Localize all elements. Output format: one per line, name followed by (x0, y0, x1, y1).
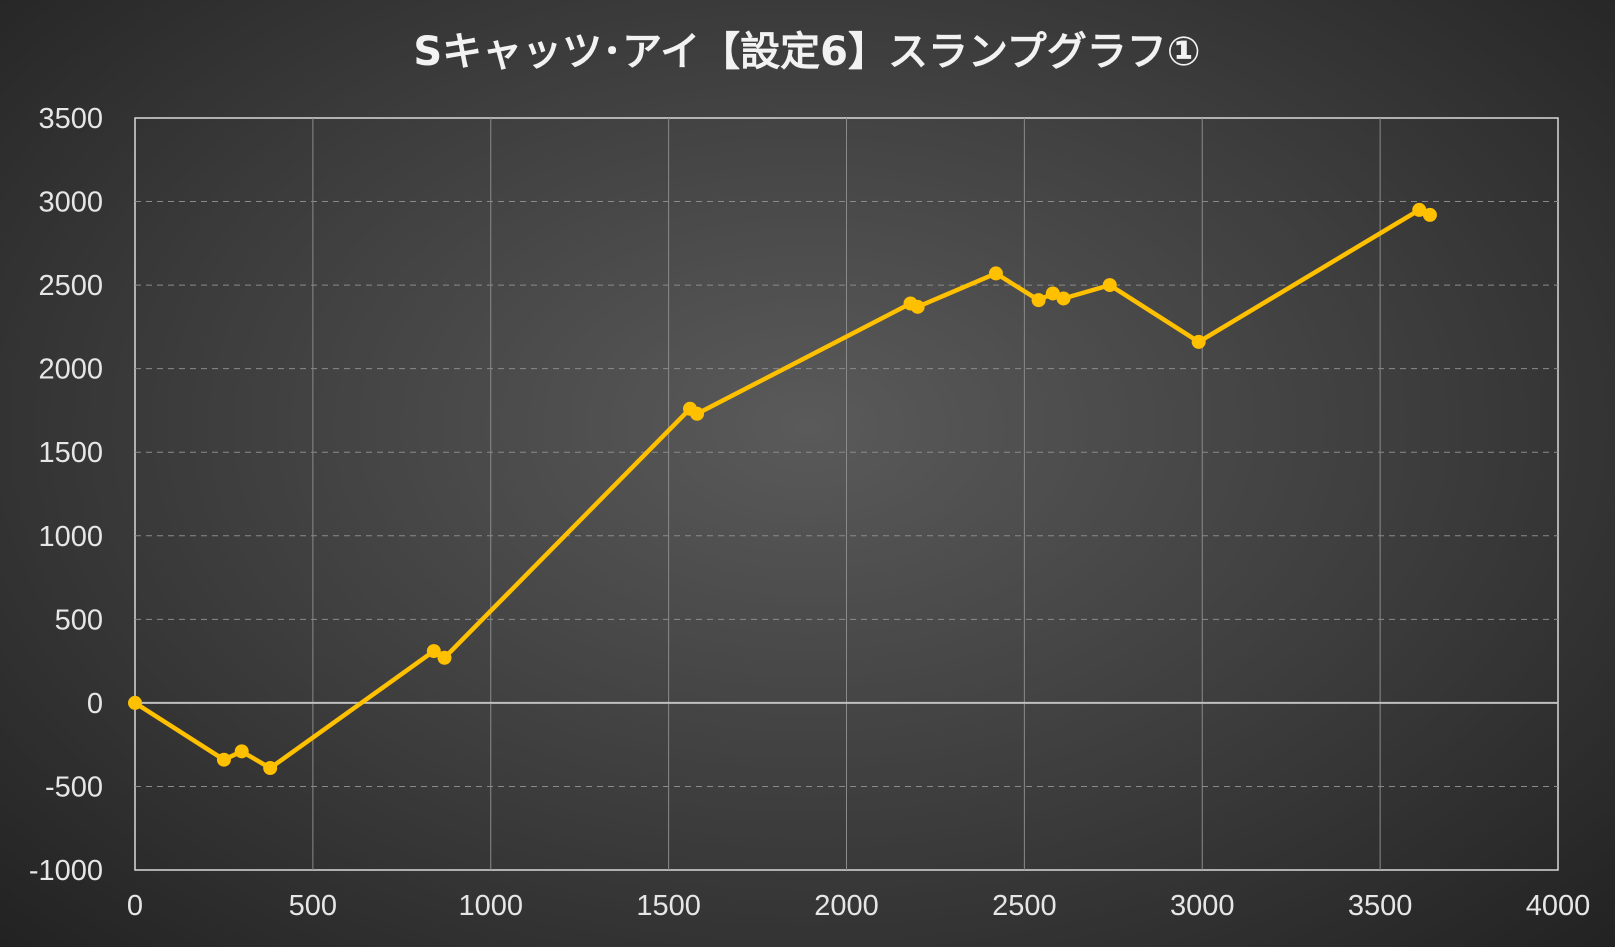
chart-title: Sキャッツ･アイ【設定6】スランプグラフ① (413, 29, 1200, 75)
grid (134, 117, 1559, 871)
x-tick-label: 3500 (1348, 890, 1413, 922)
y-tick-label: -500 (45, 771, 103, 803)
x-tick-label: 1500 (636, 890, 701, 922)
axis-tick-labels: 0 500 1000 1500 2000 2500 3000 3500 4000 3500 3000… (29, 103, 1590, 922)
y-tick-label: 2500 (38, 270, 103, 302)
x-tick-label: 500 (289, 890, 337, 922)
data-point (1422, 207, 1437, 222)
y-tick-label: 1500 (38, 437, 103, 469)
data-point (1102, 278, 1117, 293)
data-point (910, 299, 925, 314)
data-point (216, 752, 231, 767)
data-point (426, 644, 441, 659)
y-tick-label: 3000 (38, 187, 103, 219)
data-point (1191, 334, 1206, 349)
data-point (1412, 202, 1427, 217)
data-point (234, 744, 249, 759)
data-point (263, 761, 278, 776)
y-tick-label: 500 (55, 604, 103, 636)
data-point (437, 650, 452, 665)
data-point (1031, 293, 1046, 308)
data-point (1056, 291, 1071, 306)
y-tick-label: 2000 (38, 354, 103, 386)
y-tick-label: -1000 (29, 855, 103, 887)
series-line (133, 207, 1431, 771)
x-tick-label: 2000 (814, 890, 879, 922)
data-point (128, 695, 142, 710)
series (128, 202, 1437, 776)
x-tick-label: 0 (127, 890, 143, 922)
x-tick-label: 2500 (992, 890, 1057, 922)
x-tick-label: 3000 (1170, 890, 1235, 922)
x-tick-label: 4000 (1526, 890, 1591, 922)
data-point (1045, 286, 1060, 301)
x-tick-label: 1000 (458, 890, 523, 922)
data-point (690, 406, 705, 421)
data-point (988, 266, 1003, 281)
y-tick-label: 3500 (38, 103, 103, 135)
y-tick-label: 1000 (38, 521, 103, 553)
y-tick-label: 0 (87, 688, 103, 720)
